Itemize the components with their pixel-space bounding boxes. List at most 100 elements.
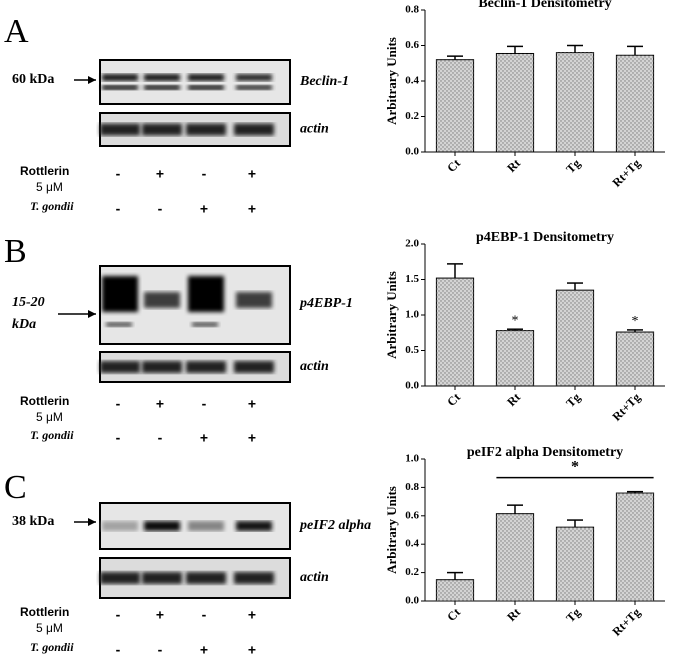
treatment-sign: + xyxy=(200,430,208,446)
bar-hatch xyxy=(556,52,594,152)
x-tick-label: Ct xyxy=(444,156,463,175)
chart-title: Beclin-1 Densitometry xyxy=(478,0,611,11)
treatment-sign: - xyxy=(116,166,121,182)
size-marker: 15-20 xyxy=(12,295,45,310)
loading-label: actin xyxy=(300,570,329,585)
y-tick-label: 0.0 xyxy=(405,146,419,158)
treatment-name: T. gondii xyxy=(30,640,74,654)
y-tick-label: 1.5 xyxy=(405,273,419,285)
y-tick-label: 0.4 xyxy=(405,75,419,87)
y-tick-label: 2.0 xyxy=(405,238,419,250)
band xyxy=(144,74,180,81)
significance-mark: * xyxy=(512,313,519,328)
treatment-sign: + xyxy=(248,166,256,182)
treatment-sign: - xyxy=(158,642,163,658)
band xyxy=(102,74,138,81)
y-tick-label: 0.0 xyxy=(405,380,419,392)
error-bar xyxy=(447,571,463,580)
band xyxy=(102,521,138,531)
y-tick-label: 0.5 xyxy=(405,344,419,356)
band xyxy=(144,292,180,308)
treatment-sign: - xyxy=(116,396,121,412)
band xyxy=(142,572,182,584)
treatment-sign: + xyxy=(156,396,164,412)
marker-arrowhead xyxy=(88,310,96,318)
treatment-sign: - xyxy=(116,607,121,623)
treatment-name: T. gondii xyxy=(30,199,74,213)
marker-arrowhead xyxy=(88,76,96,84)
treatment-sign: + xyxy=(248,642,256,658)
band xyxy=(186,572,226,584)
treatment-dose: 5 μM xyxy=(36,410,63,424)
y-tick-label: 1.0 xyxy=(405,453,419,465)
treatment-dose: 5 μM xyxy=(36,180,63,194)
significance-mark: * xyxy=(571,458,579,475)
band xyxy=(102,85,138,90)
x-tick-label: Rt+Tg xyxy=(609,390,643,424)
band xyxy=(144,521,180,531)
error-bar xyxy=(507,45,523,54)
x-tick-label: Rt xyxy=(504,605,523,624)
band xyxy=(100,123,140,136)
band xyxy=(106,322,132,327)
y-axis-label: Arbitrary Units xyxy=(384,37,399,125)
x-tick-label: Tg xyxy=(563,156,583,176)
blot-frame xyxy=(99,59,291,105)
bar-hatch xyxy=(496,53,534,152)
treatment-sign: + xyxy=(200,642,208,658)
bar-hatch xyxy=(436,278,474,386)
y-tick-label: 0.6 xyxy=(405,509,419,521)
size-marker: kDa xyxy=(12,317,36,332)
band xyxy=(188,74,224,81)
treatment-sign: + xyxy=(248,607,256,623)
treatment-sign: + xyxy=(248,430,256,446)
band xyxy=(144,85,180,90)
y-tick-label: 0.8 xyxy=(405,481,419,493)
treatment-sign: - xyxy=(202,166,207,182)
treatment-sign: - xyxy=(158,201,163,217)
x-tick-label: Ct xyxy=(444,605,463,624)
x-tick-label: Rt xyxy=(504,390,523,409)
bar-hatch xyxy=(556,290,594,386)
band xyxy=(102,276,138,312)
treatment-sign: + xyxy=(200,201,208,217)
treatment-sign: - xyxy=(202,607,207,623)
band xyxy=(188,521,224,531)
band xyxy=(142,123,182,136)
bar-hatch xyxy=(556,527,594,601)
error-bar xyxy=(627,490,643,494)
error-bar xyxy=(447,263,463,279)
y-axis-label: Arbitrary Units xyxy=(384,486,399,574)
target-label: Beclin-1 xyxy=(299,74,349,89)
treatment-sign: - xyxy=(116,201,121,217)
band xyxy=(236,85,272,90)
treatment-name: Rottlerin xyxy=(20,164,69,178)
loading-label: actin xyxy=(300,359,329,374)
error-bar xyxy=(567,282,583,291)
band xyxy=(236,292,272,308)
bar-hatch xyxy=(616,332,654,386)
treatment-sign: + xyxy=(248,396,256,412)
y-tick-label: 0.8 xyxy=(405,4,419,16)
panel-letter: A xyxy=(4,13,29,50)
band xyxy=(100,361,140,373)
treatment-name: T. gondii xyxy=(30,428,74,442)
error-bar xyxy=(507,504,523,514)
error-bar xyxy=(627,45,643,56)
band xyxy=(234,572,274,584)
bar-hatch xyxy=(616,493,654,601)
band xyxy=(236,74,272,81)
error-bar xyxy=(567,44,583,53)
band xyxy=(142,361,182,373)
band xyxy=(186,123,226,136)
x-tick-label: Rt+Tg xyxy=(609,605,643,639)
x-tick-label: Tg xyxy=(563,390,583,410)
x-tick-label: Rt+Tg xyxy=(609,156,643,190)
treatment-sign: - xyxy=(158,430,163,446)
bar-hatch xyxy=(436,59,474,153)
treatment-sign: + xyxy=(156,607,164,623)
y-tick-label: 0.6 xyxy=(405,39,419,51)
x-tick-label: Tg xyxy=(563,605,583,625)
loading-label: actin xyxy=(300,122,329,137)
